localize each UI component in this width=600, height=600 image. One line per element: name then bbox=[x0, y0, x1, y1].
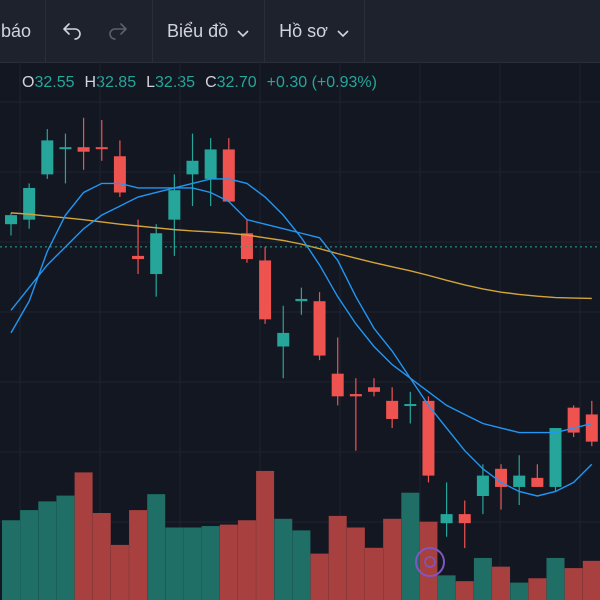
candle-body bbox=[313, 301, 326, 356]
history-controls bbox=[46, 0, 154, 62]
volume-bar bbox=[582, 560, 600, 600]
volume-bar bbox=[401, 492, 420, 600]
marker-icon bbox=[415, 547, 445, 577]
profile-menu-label: Hồ sơ bbox=[279, 20, 328, 41]
volume-bar bbox=[237, 520, 256, 600]
moving-averages bbox=[10, 178, 593, 497]
candle-body bbox=[186, 160, 199, 175]
candles bbox=[5, 117, 598, 549]
chart-menu-label: Biểu đồ bbox=[167, 20, 229, 41]
volume-bar bbox=[292, 530, 311, 600]
candle-body bbox=[386, 400, 399, 419]
volume-bar bbox=[201, 526, 220, 600]
volume-bar bbox=[455, 581, 474, 600]
close-value: C32.70 bbox=[205, 74, 257, 91]
volume-bar bbox=[165, 527, 184, 600]
candle-body bbox=[585, 414, 598, 442]
candle-body bbox=[222, 149, 235, 202]
volume-bar bbox=[473, 557, 492, 600]
volume-bar bbox=[365, 547, 383, 600]
profile-menu-button[interactable]: Hồ sơ bbox=[265, 0, 365, 62]
chart-menu-button[interactable]: Biểu đồ bbox=[153, 0, 266, 62]
candle-body bbox=[368, 387, 380, 392]
volume-bar bbox=[147, 494, 166, 600]
volume-bar bbox=[328, 515, 347, 600]
ma-mid-line bbox=[10, 178, 592, 434]
volume-bar bbox=[419, 521, 438, 600]
candle-body bbox=[59, 147, 72, 150]
volume-bar bbox=[310, 553, 329, 600]
chevron-down-icon bbox=[336, 24, 350, 38]
volume-bar bbox=[20, 510, 39, 600]
undo-icon[interactable] bbox=[60, 19, 84, 43]
candle-body bbox=[567, 407, 580, 433]
candle-body bbox=[204, 149, 217, 179]
candle-body bbox=[331, 373, 344, 397]
volume-bar bbox=[564, 568, 583, 600]
candle-body bbox=[132, 255, 145, 260]
candle-body bbox=[95, 147, 108, 150]
volume-bar bbox=[92, 513, 111, 600]
candle-body bbox=[458, 514, 471, 524]
chart-grid bbox=[0, 62, 600, 600]
volume-bar bbox=[183, 527, 202, 600]
candle-body bbox=[295, 298, 308, 302]
toolbar-partial-menu[interactable]: ́ báo bbox=[0, 0, 47, 62]
ma-fast-line bbox=[10, 182, 593, 497]
volume-bar bbox=[437, 575, 456, 600]
candle-body bbox=[150, 233, 163, 275]
volume-bar bbox=[510, 582, 529, 600]
candle-body bbox=[531, 477, 544, 487]
volume-bar bbox=[56, 495, 75, 600]
candle-body bbox=[277, 332, 290, 347]
candle-body bbox=[23, 187, 36, 220]
volume-bar bbox=[546, 557, 565, 600]
change-value: +0.30 (+0.93%) bbox=[266, 74, 377, 91]
candle-body bbox=[259, 260, 272, 320]
volume-bars bbox=[2, 470, 600, 600]
toolbar: ́ báo Biểu đồ Hồ sơ bbox=[0, 0, 600, 63]
open-value: O32.55 bbox=[22, 74, 75, 91]
volume-bar bbox=[346, 527, 365, 600]
ohlc-legend: O32.55 H32.85 L32.35 C32.70 +0.30 (+0.93… bbox=[22, 74, 377, 92]
candlestick-chart[interactable] bbox=[0, 62, 600, 600]
volume-bar bbox=[129, 510, 148, 600]
candle-body bbox=[5, 215, 17, 225]
candle-body bbox=[113, 156, 126, 193]
volume-bar bbox=[38, 501, 57, 600]
volume-bar bbox=[383, 518, 402, 600]
candle-body bbox=[404, 404, 417, 407]
volume-bar bbox=[256, 470, 275, 600]
toolbar-partial-label: ́ báo bbox=[0, 20, 32, 41]
candle-body bbox=[513, 475, 526, 487]
candle-body bbox=[240, 233, 253, 260]
volume-bar bbox=[528, 578, 547, 600]
candle-body bbox=[77, 147, 90, 152]
ma-slow-line bbox=[10, 212, 592, 300]
volume-bar bbox=[2, 520, 20, 600]
candle-body bbox=[495, 468, 508, 487]
candle-body bbox=[476, 475, 489, 496]
volume-bar bbox=[110, 544, 129, 600]
low-value: L32.35 bbox=[146, 74, 196, 91]
candle-body bbox=[440, 514, 453, 524]
candle-body bbox=[168, 190, 181, 220]
volume-bar bbox=[492, 566, 511, 600]
volume-bar bbox=[74, 472, 93, 600]
redo-icon[interactable] bbox=[106, 19, 130, 43]
chevron-down-icon bbox=[236, 24, 250, 38]
volume-bar bbox=[219, 524, 238, 600]
candle-body bbox=[349, 394, 362, 397]
candle-body bbox=[422, 400, 435, 476]
high-value: H32.85 bbox=[84, 74, 137, 91]
candle-body bbox=[41, 140, 54, 175]
candle-body bbox=[549, 428, 562, 487]
volume-bar bbox=[274, 518, 293, 600]
